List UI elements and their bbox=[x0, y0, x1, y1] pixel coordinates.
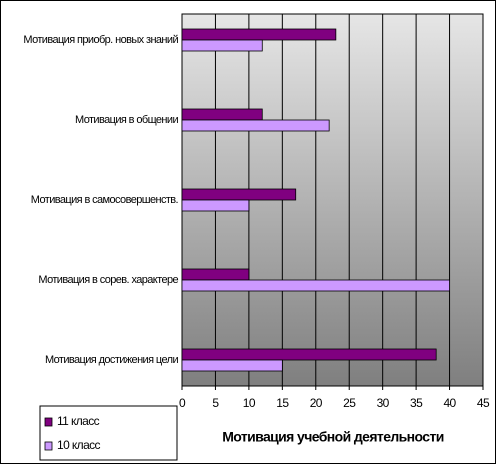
bar bbox=[181, 188, 297, 201]
x-tick-label: 15 bbox=[276, 396, 289, 410]
legend-swatch bbox=[44, 441, 53, 451]
y-tick-label: Мотивация достижения цели bbox=[45, 354, 179, 366]
legend-label: 11 класс bbox=[57, 414, 100, 428]
x-tick-label: 40 bbox=[443, 396, 456, 410]
legend bbox=[39, 405, 178, 461]
x-tick-label: 30 bbox=[377, 396, 390, 410]
bar bbox=[181, 199, 250, 212]
bar bbox=[181, 119, 330, 132]
bar bbox=[181, 348, 437, 361]
legend-label: 10 класс bbox=[57, 438, 101, 452]
x-tick-label: 0 bbox=[179, 396, 186, 410]
x-tick-label: 45 bbox=[477, 396, 490, 410]
y-tick-label: Мотивация в сорев. характере bbox=[38, 274, 178, 286]
x-tick-label: 35 bbox=[410, 396, 423, 410]
bar bbox=[181, 268, 250, 281]
y-tick-label: Мотивация в общении bbox=[75, 114, 178, 126]
y-tick-label: Мотивация приобр. новых знаний bbox=[23, 34, 178, 46]
x-tick-label: 5 bbox=[212, 396, 219, 410]
bar bbox=[181, 279, 450, 292]
bar bbox=[181, 39, 263, 52]
x-axis-title: Мотивация учебной деятельности bbox=[222, 429, 444, 445]
legend-swatch bbox=[44, 417, 53, 427]
bar bbox=[181, 28, 337, 41]
y-tick-label: Мотивация в самосовершенств. bbox=[31, 194, 179, 206]
bar bbox=[181, 108, 263, 121]
x-tick-label: 25 bbox=[343, 396, 356, 410]
x-tick-label: 20 bbox=[310, 396, 323, 410]
bar bbox=[181, 359, 283, 372]
x-tick-label: 10 bbox=[243, 396, 256, 410]
